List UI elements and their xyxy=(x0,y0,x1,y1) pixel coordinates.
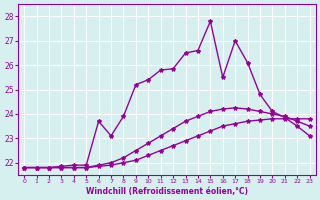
X-axis label: Windchill (Refroidissement éolien,°C): Windchill (Refroidissement éolien,°C) xyxy=(86,187,248,196)
